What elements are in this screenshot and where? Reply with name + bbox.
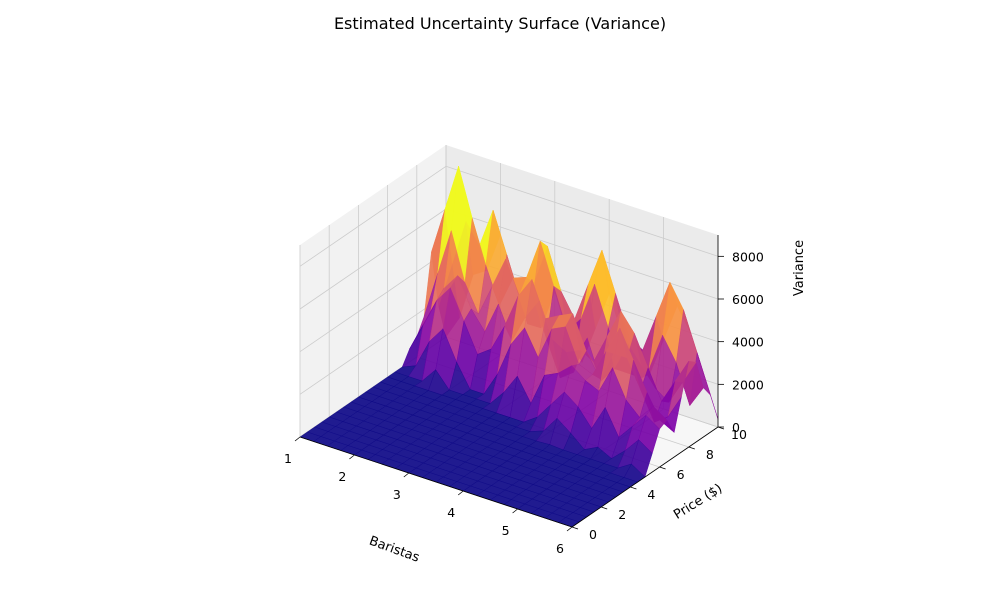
y-tick-label: 10 xyxy=(731,427,747,442)
surface-plot xyxy=(299,166,719,528)
x-tick-label: 2 xyxy=(338,469,346,484)
y-tick-label: 4 xyxy=(647,487,655,502)
x-axis-label: Baristas xyxy=(367,534,422,566)
axes-lines xyxy=(299,235,719,528)
left-pane xyxy=(300,145,446,437)
x-tick xyxy=(512,508,518,514)
z-tick-label: 6000 xyxy=(732,292,764,307)
z-tick-label: 2000 xyxy=(732,377,764,392)
y-tick xyxy=(571,526,579,530)
x-tick xyxy=(457,490,464,496)
x-tick-label: 6 xyxy=(556,541,564,556)
x-tick-label: 4 xyxy=(447,505,455,520)
x-tick xyxy=(294,436,301,442)
chart-title: Estimated Uncertainty Surface (Variance) xyxy=(334,14,666,33)
z-tick-label: 8000 xyxy=(732,249,764,264)
y-tick xyxy=(630,486,637,490)
y-axis-label: Price ($) xyxy=(671,481,725,522)
x-tick xyxy=(566,526,573,532)
y-tick-label: 0 xyxy=(589,527,597,542)
x-tick-label: 3 xyxy=(393,487,401,502)
z-gridline xyxy=(299,165,719,267)
x-tick-label: 1 xyxy=(284,451,292,466)
x-tick xyxy=(403,472,410,478)
z-tick-label: 0 xyxy=(732,420,740,435)
y-tick-label: 2 xyxy=(618,507,626,522)
z-tick-label: 4000 xyxy=(732,335,764,350)
y-tick xyxy=(601,506,608,510)
y-tick xyxy=(688,446,695,450)
y-tick-label: 8 xyxy=(706,447,714,462)
y-axis-line xyxy=(571,426,719,528)
z-axis-label: Variance xyxy=(792,240,807,296)
x-axis-line xyxy=(299,436,573,528)
y-tick xyxy=(659,466,666,470)
x-tick-label: 5 xyxy=(502,523,510,538)
x-tick xyxy=(349,454,355,460)
y-tick-label: 6 xyxy=(677,467,685,482)
